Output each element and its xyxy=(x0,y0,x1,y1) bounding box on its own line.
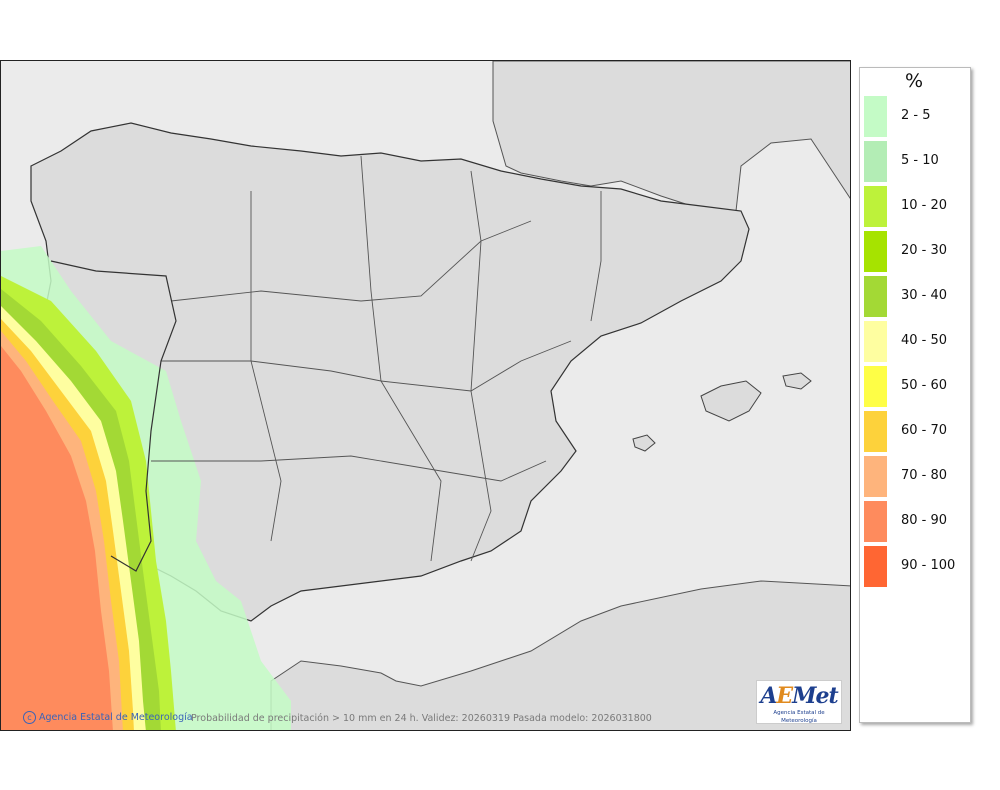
legend-swatch xyxy=(864,456,887,497)
legend-item: 80 - 90 xyxy=(864,501,968,542)
legend-swatch xyxy=(864,96,887,137)
legend-swatch xyxy=(864,366,887,407)
legend-item: 40 - 50 xyxy=(864,321,968,362)
legend-swatch xyxy=(864,546,887,587)
precip-band-80-90 xyxy=(1,346,113,730)
legend-item: 5 - 10 xyxy=(864,141,968,182)
legend-item: 60 - 70 xyxy=(864,411,968,452)
logo-letter-a: A xyxy=(760,683,777,709)
copyright-icon: c xyxy=(23,711,36,724)
aemet-logo-word: AEMet xyxy=(757,683,841,709)
legend-item: 10 - 20 xyxy=(864,186,968,227)
mallorca-island xyxy=(700,380,762,422)
logo-letter-e: E xyxy=(776,683,793,709)
aemet-logo-subtitle: Agencia Estatal de Meteorología xyxy=(773,710,825,724)
legend-item: 70 - 80 xyxy=(864,456,968,497)
legend-item: 30 - 40 xyxy=(864,276,968,317)
france-landmass xyxy=(492,61,850,212)
legend-swatch xyxy=(864,141,887,182)
legend-swatch xyxy=(864,321,887,362)
map-canvas xyxy=(1,61,850,730)
legend-label: 70 - 80 xyxy=(901,468,948,483)
legend-swatch xyxy=(864,276,887,317)
legend-label: 2 - 5 xyxy=(901,108,931,123)
legend-swatch xyxy=(864,501,887,542)
legend-item: 20 - 30 xyxy=(864,231,968,272)
legend-item: 90 - 100 xyxy=(864,546,968,587)
legend-item: 50 - 60 xyxy=(864,366,968,407)
legend-label: 10 - 20 xyxy=(901,198,948,213)
legend-swatch xyxy=(864,231,887,272)
portugal-spain-border xyxy=(50,260,177,572)
agency-credit-text: Agencia Estatal de Meteorología xyxy=(39,712,193,723)
map-info-text: Probabilidad de precipitación > 10 mm en… xyxy=(191,713,652,724)
legend-label: 5 - 10 xyxy=(901,153,939,168)
legend-item: 2 - 5 xyxy=(864,96,968,137)
legend-label: 50 - 60 xyxy=(901,378,948,393)
legend-label: 60 - 70 xyxy=(901,423,948,438)
legend-label: 90 - 100 xyxy=(901,558,956,573)
legend-label: 40 - 50 xyxy=(901,333,948,348)
legend-label: 30 - 40 xyxy=(901,288,948,303)
logo-letters-met: Met xyxy=(792,683,839,709)
africa-landmass xyxy=(270,580,850,730)
agency-credit: c Agencia Estatal de Meteorología xyxy=(23,711,193,724)
aemet-logo: AEMet Agencia Estatal de Meteorología xyxy=(756,680,842,724)
map-panel[interactable]: c Agencia Estatal de Meteorología Probabi… xyxy=(0,60,851,731)
ibiza-island xyxy=(632,434,656,452)
legend-label: 20 - 30 xyxy=(901,243,948,258)
legend-label: 80 - 90 xyxy=(901,513,948,528)
legend-swatch xyxy=(864,186,887,227)
color-legend: % 2 - 5 5 - 10 10 - 20 20 - 30 30 - 40 4… xyxy=(859,67,971,723)
legend-swatch xyxy=(864,411,887,452)
region-borders xyxy=(151,155,602,562)
legend-unit: % xyxy=(904,70,924,92)
menorca-island xyxy=(782,372,812,390)
